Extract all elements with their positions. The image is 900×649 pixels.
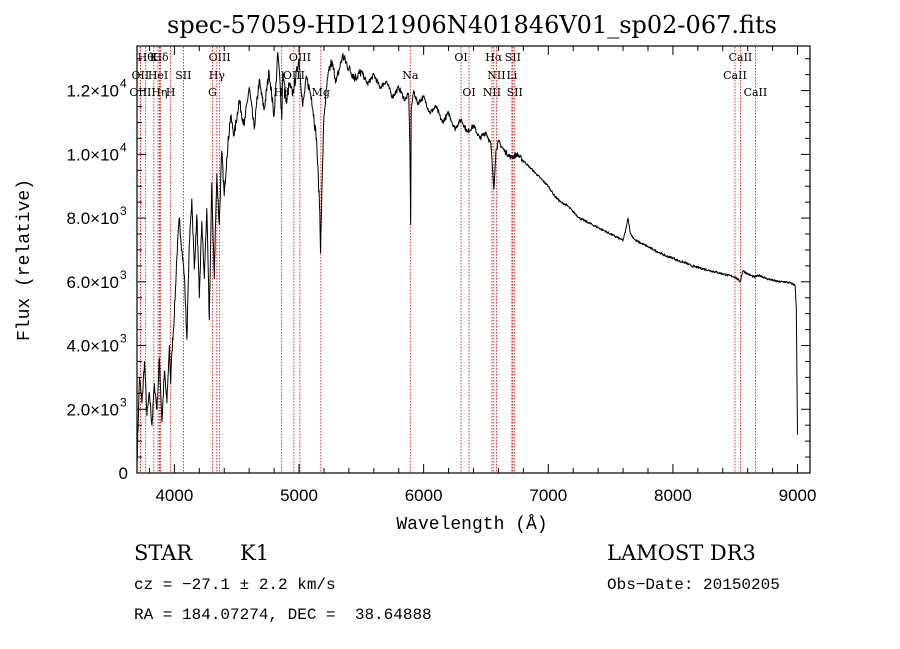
x-axis-label: Wavelength (Å) [396, 514, 547, 535]
x-axis-ticks: 4000 5000 6000 7000 8000 9000 [148, 46, 817, 505]
line-marker-label: OIII [283, 69, 305, 82]
line-marker-label: SII [505, 51, 521, 64]
y-tick-label: 6.0×10 [67, 273, 119, 292]
line-marker-label: Hα [485, 51, 503, 64]
y-tick-label: 0 [119, 464, 128, 483]
y-tick-exponent: 3 [120, 268, 127, 282]
line-marker-label: OIII [209, 51, 231, 64]
line-marker-label: HeI [148, 69, 168, 82]
x-tick-label: 6000 [405, 486, 443, 505]
y-tick-exponent: 3 [120, 332, 127, 346]
line-marker-label: NII [483, 86, 501, 99]
x-tick-label: 8000 [654, 486, 692, 505]
line-marker-label: K [150, 51, 159, 64]
line-marker-label: Hη [151, 86, 167, 99]
chart-title: spec-57059-HD121906N401846V01_sp02-067.f… [167, 11, 777, 39]
line-marker-label: Hθ [138, 51, 155, 64]
line-marker-label: OI [454, 51, 467, 64]
line-marker-label: CaII [723, 69, 747, 82]
x-tick-label: 4000 [155, 486, 193, 505]
y-tick-exponent: 4 [120, 140, 127, 154]
x-tick-label: 7000 [529, 486, 567, 505]
line-marker-label: Mg [312, 86, 330, 99]
spectrum-line [136, 51, 798, 464]
y-tick-label: 8.0×10 [67, 209, 119, 228]
y-tick-label: 2.0×10 [67, 400, 119, 419]
y-tick-label: 1.2×10 [67, 82, 119, 101]
coordinates-readout: RA = 184.07274, DEC = 38.64888 [134, 606, 432, 624]
line-marker-label: SII [175, 69, 191, 82]
line-marker-label: H [166, 86, 176, 99]
line-marker-label: Hγ [209, 69, 226, 82]
y-tick-label: 1.0×10 [67, 145, 119, 164]
line-marker-label: Na [402, 69, 419, 82]
x-tick-label: 9000 [779, 486, 817, 505]
object-class: STAR [134, 541, 193, 565]
redshift-readout: cz = −27.1 ± 2.2 km/s [134, 576, 336, 594]
line-marker-label: G [208, 86, 217, 99]
y-tick-exponent: 3 [120, 395, 127, 409]
line-marker-label: OIII [289, 51, 311, 64]
y-axis-ticks: 02.0×10 34.0×10 36.0×10 38.0×10 31.0×10 41.2×… [67, 58, 810, 483]
object-subclass: K1 [240, 541, 269, 565]
line-marker-label: SII [507, 86, 523, 99]
y-tick-exponent: 3 [120, 204, 127, 218]
survey-name: LAMOST DR3 [607, 541, 756, 565]
line-marker-label: OIII [129, 86, 151, 99]
y-axis-label: Flux (relative) [15, 179, 35, 341]
line-marker-label: Hδ [152, 51, 169, 64]
line-marker-label: OI [462, 86, 475, 99]
line-marker-label: NII [487, 69, 505, 82]
observation-date: Obs−Date: 20150205 [607, 576, 780, 594]
line-marker-label: CaII [729, 51, 753, 64]
y-tick-label: 4.0×10 [67, 337, 119, 356]
x-tick-label: 5000 [280, 486, 318, 505]
y-tick-exponent: 4 [120, 77, 127, 91]
line-marker-label: CaII [744, 86, 768, 99]
line-marker-label: Li [506, 69, 517, 82]
